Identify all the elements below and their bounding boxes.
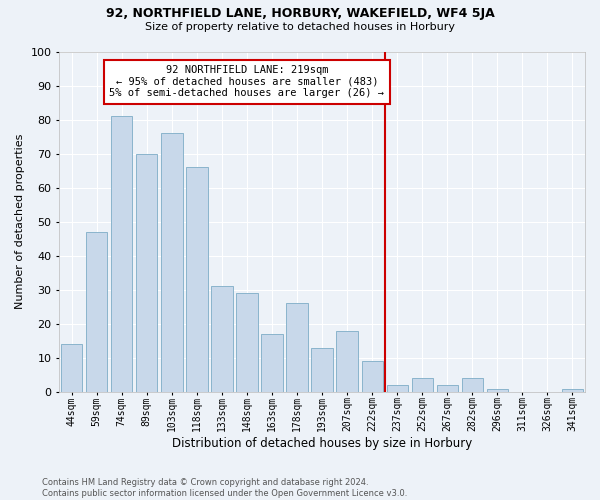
Bar [111, 116, 133, 392]
Bar [362, 362, 383, 392]
Bar [262, 334, 283, 392]
Text: Contains HM Land Registry data © Crown copyright and database right 2024.
Contai: Contains HM Land Registry data © Crown c… [42, 478, 407, 498]
X-axis label: Distribution of detached houses by size in Horbury: Distribution of detached houses by size … [172, 437, 472, 450]
Bar [437, 385, 458, 392]
Bar [311, 348, 333, 392]
Text: 92 NORTHFIELD LANE: 219sqm
← 95% of detached houses are smaller (483)
5% of semi: 92 NORTHFIELD LANE: 219sqm ← 95% of deta… [109, 65, 385, 98]
Bar [61, 344, 82, 392]
Text: 92, NORTHFIELD LANE, HORBURY, WAKEFIELD, WF4 5JA: 92, NORTHFIELD LANE, HORBURY, WAKEFIELD,… [106, 8, 494, 20]
Bar [136, 154, 157, 392]
Bar [86, 232, 107, 392]
Bar [412, 378, 433, 392]
Text: Size of property relative to detached houses in Horbury: Size of property relative to detached ho… [145, 22, 455, 32]
Bar [286, 304, 308, 392]
Bar [161, 133, 182, 392]
Bar [562, 388, 583, 392]
Bar [211, 286, 233, 392]
Bar [386, 385, 408, 392]
Bar [461, 378, 483, 392]
Bar [186, 168, 208, 392]
Y-axis label: Number of detached properties: Number of detached properties [15, 134, 25, 310]
Bar [236, 294, 257, 392]
Bar [487, 388, 508, 392]
Bar [337, 330, 358, 392]
